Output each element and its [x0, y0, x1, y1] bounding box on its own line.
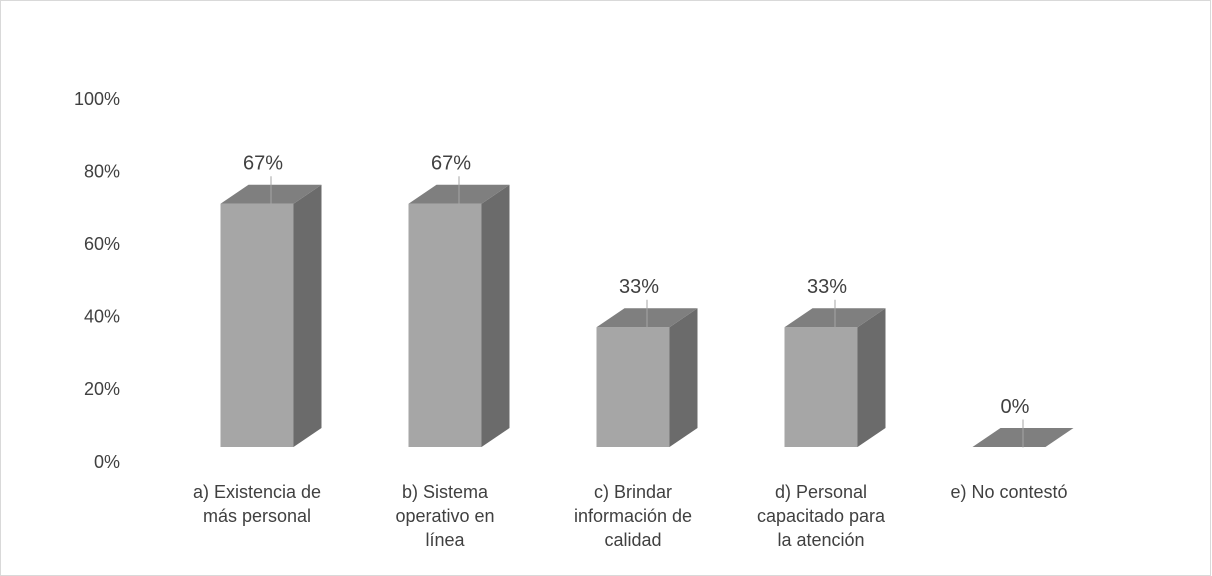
bar — [784, 308, 886, 447]
bar — [408, 184, 510, 448]
y-tick-label: 40% — [84, 307, 120, 327]
bar — [596, 308, 698, 447]
bar-side — [481, 184, 510, 448]
bar-side — [857, 308, 886, 447]
bar-front — [784, 327, 858, 447]
value-label: 67% — [243, 153, 283, 175]
value-label: 0% — [1001, 396, 1030, 418]
x-tick-label: c) Brindar información de calidad — [574, 482, 692, 550]
bar-side — [669, 308, 698, 447]
bar-front — [220, 203, 294, 447]
y-tick-label: 100% — [74, 89, 120, 109]
x-tick-label: d) Personal capacitado para la atención — [757, 482, 886, 550]
bar-front — [596, 327, 670, 447]
bar — [220, 184, 322, 448]
y-tick-label: 0% — [94, 452, 120, 472]
y-tick-label: 60% — [84, 234, 120, 254]
value-label: 67% — [431, 153, 471, 175]
bar-front — [408, 203, 482, 447]
value-label: 33% — [619, 276, 659, 298]
value-label: 33% — [807, 276, 847, 298]
bar-side — [293, 184, 322, 448]
y-tick-label: 20% — [84, 379, 120, 399]
x-tick-label: e) No contestó — [950, 482, 1067, 502]
x-tick-label: b) Sistema operativo en línea — [395, 482, 494, 550]
y-tick-label: 80% — [84, 161, 120, 181]
x-tick-label: a) Existencia de más personal — [193, 482, 321, 526]
